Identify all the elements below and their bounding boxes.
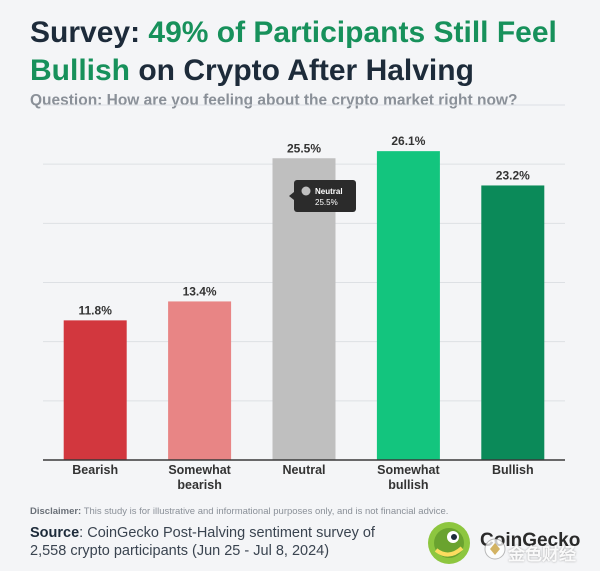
source-text: : CoinGecko Post-Halving sentiment surve… — [30, 525, 375, 559]
source-note: Source: CoinGecko Post-Halving sentiment… — [30, 524, 410, 560]
disclaimer-text: This study is for illustrative and infor… — [81, 506, 449, 517]
bar-3 — [376, 151, 440, 460]
tooltip-swatch — [301, 186, 311, 196]
x-tick-label-2: Neutral — [282, 463, 325, 477]
chart-title: Survey: 49% of Participants Still Feel B… — [30, 14, 590, 90]
tooltip-value: 25.5% — [315, 198, 338, 207]
watermark-text: 金色财经 — [508, 545, 576, 564]
source-label: Source — [30, 525, 80, 541]
tooltip-label: Neutral — [315, 187, 343, 196]
gecko-logo-icon — [426, 520, 472, 571]
title-highlight: 49% of Participants Still Feel Bullish — [30, 16, 557, 87]
title-part-1: Survey: — [30, 16, 149, 49]
x-tick-label-1-1: bearish — [177, 478, 221, 492]
x-tick-label-1-0: Somewhat — [168, 463, 231, 477]
data-label-3: 26.1% — [391, 134, 425, 148]
tooltip: Neutral 25.5% — [289, 180, 356, 212]
data-label-1: 13.4% — [183, 284, 217, 298]
data-label-4: 23.2% — [496, 168, 530, 182]
disclaimer: Disclaimer: This study is for illustrati… — [30, 506, 448, 517]
logo-text: CoinGecko — [480, 530, 581, 551]
x-tick-label-4: Bullish — [492, 463, 534, 477]
bar-4 — [481, 185, 545, 460]
bar-1 — [168, 301, 232, 460]
x-tick-label-3-0: Somewhat — [377, 463, 440, 477]
disclaimer-label: Disclaimer: — [30, 506, 82, 517]
data-label-0: 11.8% — [79, 303, 113, 317]
title-part-3: on Crypto After Halving — [130, 54, 474, 87]
data-label-2: 25.5% — [287, 141, 321, 155]
x-tick-label-0: Bearish — [72, 463, 118, 477]
bar-chart: 11.8%Bearish13.4%Somewhatbearish25.5%Neu… — [43, 104, 565, 492]
bar-0 — [63, 320, 127, 460]
watermark-logo-icon — [484, 538, 506, 560]
x-tick-label-3-1: bullish — [388, 478, 428, 492]
